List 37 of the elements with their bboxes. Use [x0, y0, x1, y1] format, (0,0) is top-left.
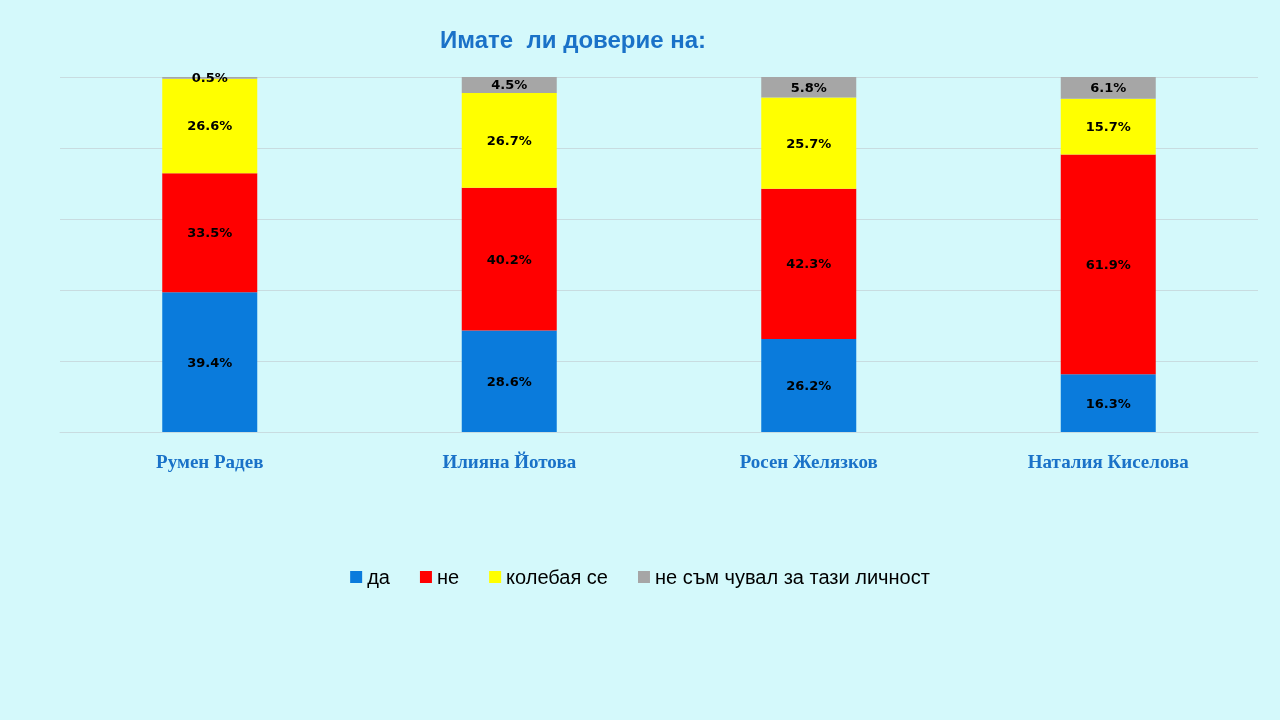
bar: [761, 97, 857, 189]
bar: [1060, 154, 1156, 375]
data-label: 16.3%: [1085, 395, 1131, 411]
data-label: 6.1%: [1090, 80, 1127, 96]
bar: [761, 338, 857, 432]
bar: [761, 188, 857, 339]
x-tick-label: Росен Желязков: [739, 451, 878, 472]
data-label: 40.2%: [486, 251, 532, 267]
legend-label: да: [367, 566, 391, 588]
bar: [461, 92, 557, 188]
bar: [461, 330, 557, 432]
data-label: 28.6%: [486, 373, 532, 389]
bar: [1060, 374, 1156, 432]
data-label: 26.6%: [187, 118, 233, 134]
bar: [162, 292, 258, 432]
bar: [1060, 77, 1156, 99]
bar: [461, 187, 557, 331]
x-tick-label: Наталия Киселова: [1027, 451, 1190, 472]
data-label: 26.2%: [786, 377, 832, 393]
bar: [162, 173, 258, 293]
bar: [761, 77, 857, 98]
x-tick-label: Илияна Йотова: [442, 451, 577, 472]
x-tick-label: Румен Радев: [156, 451, 264, 472]
data-label: 33.5%: [187, 225, 233, 241]
data-label: 26.7%: [486, 132, 532, 148]
chart-title: Имате ли доверие на:: [440, 25, 707, 53]
legend-label: не: [436, 566, 460, 588]
data-label: 61.9%: [1085, 256, 1131, 272]
data-label: 39.4%: [187, 354, 233, 370]
data-label: 5.8%: [790, 79, 827, 95]
data-label: 4.5%: [491, 77, 528, 93]
data-label: 15.7%: [1085, 119, 1131, 135]
data-label: 42.3%: [786, 256, 832, 272]
legend-label: не съм чувал за тази личност: [654, 566, 930, 588]
bar: [1060, 98, 1156, 155]
data-label: 25.7%: [786, 135, 832, 151]
legend-label: колебая се: [506, 566, 608, 588]
